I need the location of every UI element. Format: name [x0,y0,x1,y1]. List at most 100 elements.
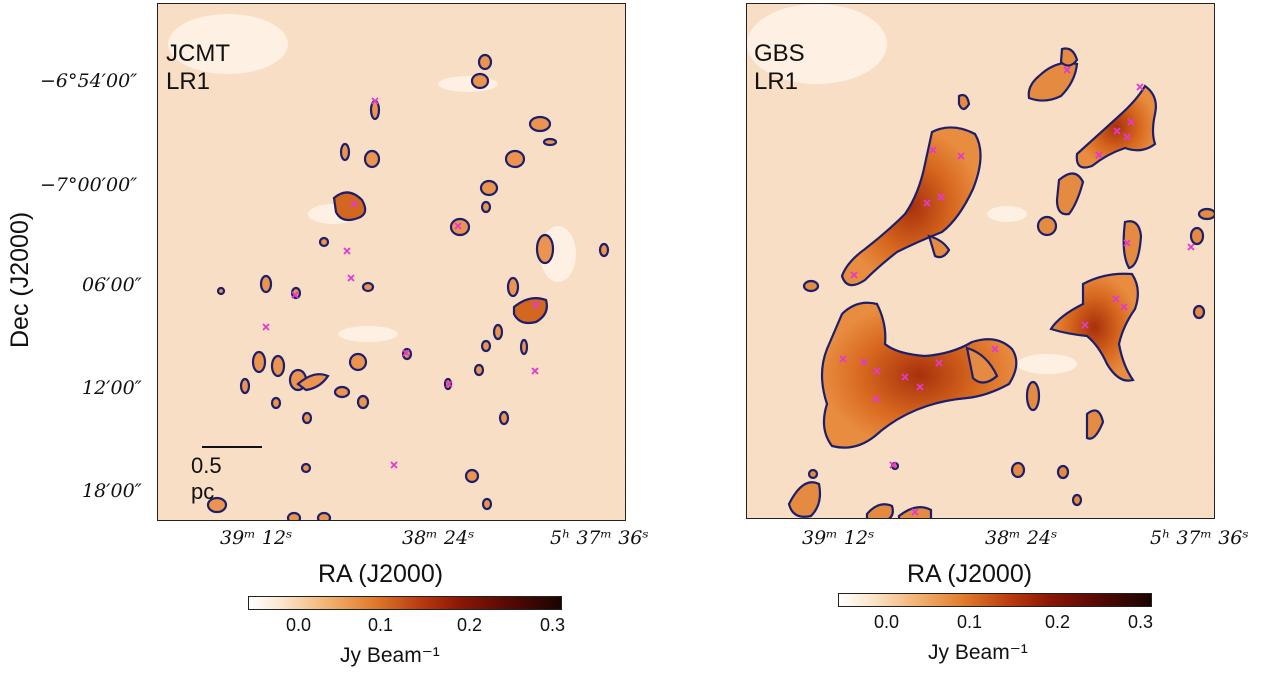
clump [1049,272,1139,382]
marker [901,373,909,381]
clump [492,323,504,341]
left-colorbar-tick: 0.1 [368,615,394,635]
clump [504,149,526,169]
clump [473,363,485,377]
clump [820,301,1018,449]
marker [911,508,919,516]
clump [802,279,820,293]
marker [343,247,351,255]
marker [860,358,868,366]
right-map-svg [747,4,1214,518]
clump [840,126,982,287]
ra-tick-label: 5ʰ 37ᵐ 36ˢ [550,527,649,549]
clump [470,72,490,90]
clump [316,511,332,520]
right-map-streaks [747,4,1077,374]
right-clumps [787,47,1214,518]
clump [519,338,529,356]
clump [1036,215,1058,237]
right-colorbar [838,593,1152,607]
dec-tick-label: 18′00″ [82,480,142,502]
dec-tick-label: 12′00″ [82,377,142,399]
scale-bar-label: 0.5 pc [191,453,222,504]
marker [1081,321,1089,329]
marker [347,274,355,282]
clump [1085,409,1105,440]
scale-bar [202,446,262,448]
marker [1123,133,1131,141]
left-map-svg [158,4,625,520]
clump [1075,84,1157,169]
clump [498,410,510,426]
clump [1122,220,1143,270]
clump [512,297,548,325]
clump [542,137,558,147]
clump [535,233,555,265]
clump [356,394,370,410]
ra-tick-label: 38ᵐ 24ˢ [985,527,1058,549]
clump [333,385,351,399]
dec-tick-label: 06′00″ [82,274,142,296]
marker [1113,127,1121,135]
marker [350,200,358,208]
marker [532,301,540,309]
clump [1197,207,1214,221]
marker [937,193,945,201]
ra-tick-label: 39ᵐ 12ˢ [220,527,293,549]
left-panel-title: JCMT LR1 [166,40,230,95]
marker [929,146,937,154]
clump [479,179,499,197]
marker [957,152,965,160]
left-colorbar-tick: 0.3 [540,615,566,635]
ra-tick-label: 39ᵐ 12ˢ [802,527,875,549]
right-markers [839,66,1195,516]
right-colorbar-tick: 0.0 [874,612,900,632]
clump [787,481,822,518]
clump [965,346,999,384]
left-colorbar-label: Jy Beam⁻¹ [340,644,440,667]
clump [957,93,971,111]
clump [1192,304,1206,320]
clump [348,352,368,372]
marker [916,383,924,391]
clump [332,191,367,222]
clump [1025,380,1041,412]
clump [1055,172,1085,216]
marker [991,345,999,353]
left-colorbar-tick: 0.2 [457,615,483,635]
left-colorbar [248,596,562,610]
clump [528,115,552,133]
clump [480,339,492,353]
clump [480,200,492,214]
clump [239,377,251,395]
clump [301,411,313,425]
marker [1123,239,1131,247]
left-clumps [206,53,610,520]
clump [1010,461,1026,479]
clump [506,276,520,298]
left-map [157,3,626,521]
clump [206,496,228,514]
clump [927,234,951,259]
clump [363,149,381,169]
clump [300,462,312,474]
marker [873,367,881,375]
clump [286,511,302,520]
marker [291,291,299,299]
marker [371,97,379,105]
dec-tick-label: −6°54′00″ [40,70,138,92]
marker [1063,66,1071,74]
marker [935,359,943,367]
dec-tick-label: −7°00′00″ [40,174,138,196]
clump [477,53,493,71]
marker [889,461,897,469]
clump [318,236,330,248]
marker [262,323,270,331]
clump [361,281,375,293]
marker [850,271,858,279]
right-map [746,3,1215,519]
clump [598,242,610,258]
marker [839,355,847,363]
marker [1187,243,1195,251]
clump [216,286,226,296]
